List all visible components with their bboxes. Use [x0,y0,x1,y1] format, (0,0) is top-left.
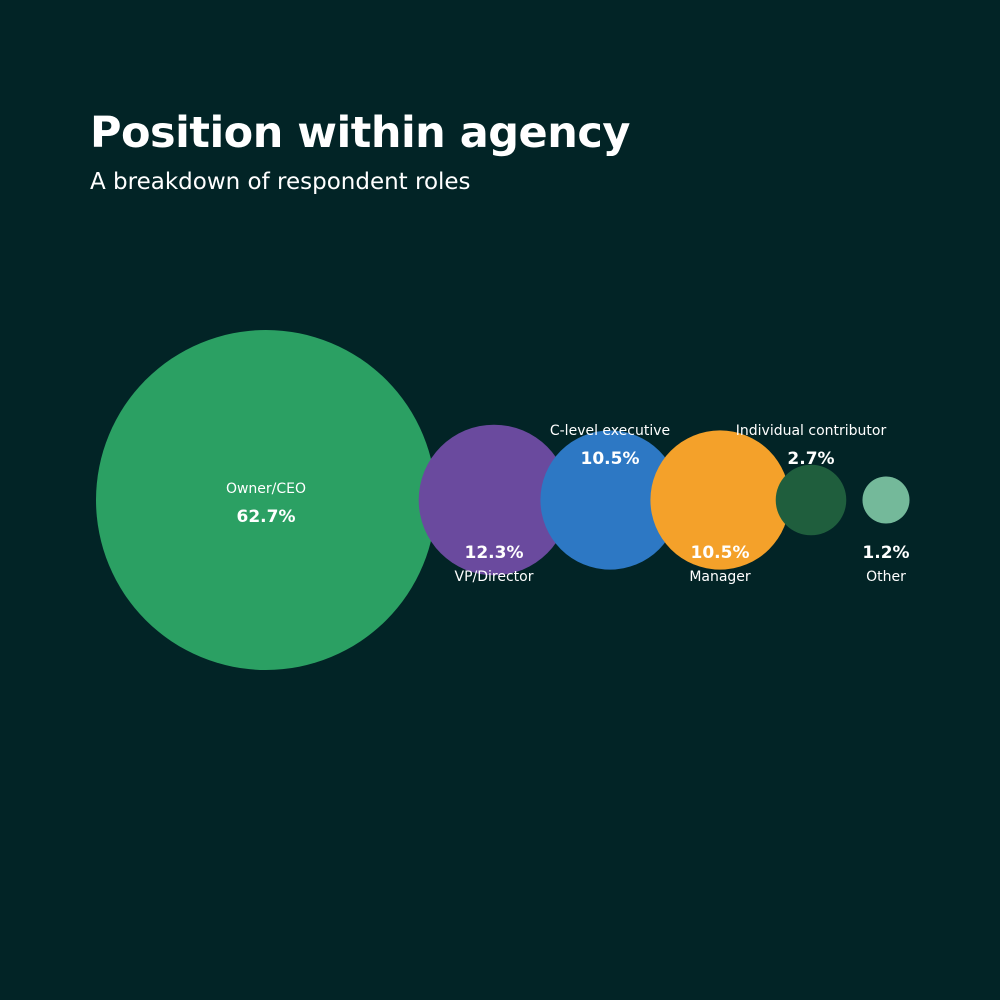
bubble-value-manager: 10.5% [691,543,750,563]
bubble-label-vp-director: VP/Director [455,569,534,585]
bubble-value-owner-ceo: 62.7% [237,507,296,527]
bubble-c-level-executive [540,430,680,570]
bubble-individual-contributor [775,464,847,536]
bubble-value-vp-director: 12.3% [465,543,524,563]
bubble-manager [650,430,790,570]
bubble-label-owner-ceo: Owner/CEO [226,481,306,497]
bubble-owner-ceo [96,330,436,670]
bubble-label-c-level-executive: C-level executive [550,423,670,439]
chart-subtitle: A breakdown of respondent roles [90,169,471,195]
bubble-value-individual-contributor: 2.7% [787,449,834,469]
bubble-other [862,476,910,524]
bubble-label-manager: Manager [689,569,751,585]
bubble-value-c-level-executive: 10.5% [581,449,640,469]
chart-title: Position within agency [90,108,630,158]
bubble-label-other: Other [866,569,906,585]
bubble-value-other: 1.2% [862,543,909,563]
bubble-label-individual-contributor: Individual contributor [736,423,887,439]
bubble-vp-director [418,424,570,576]
